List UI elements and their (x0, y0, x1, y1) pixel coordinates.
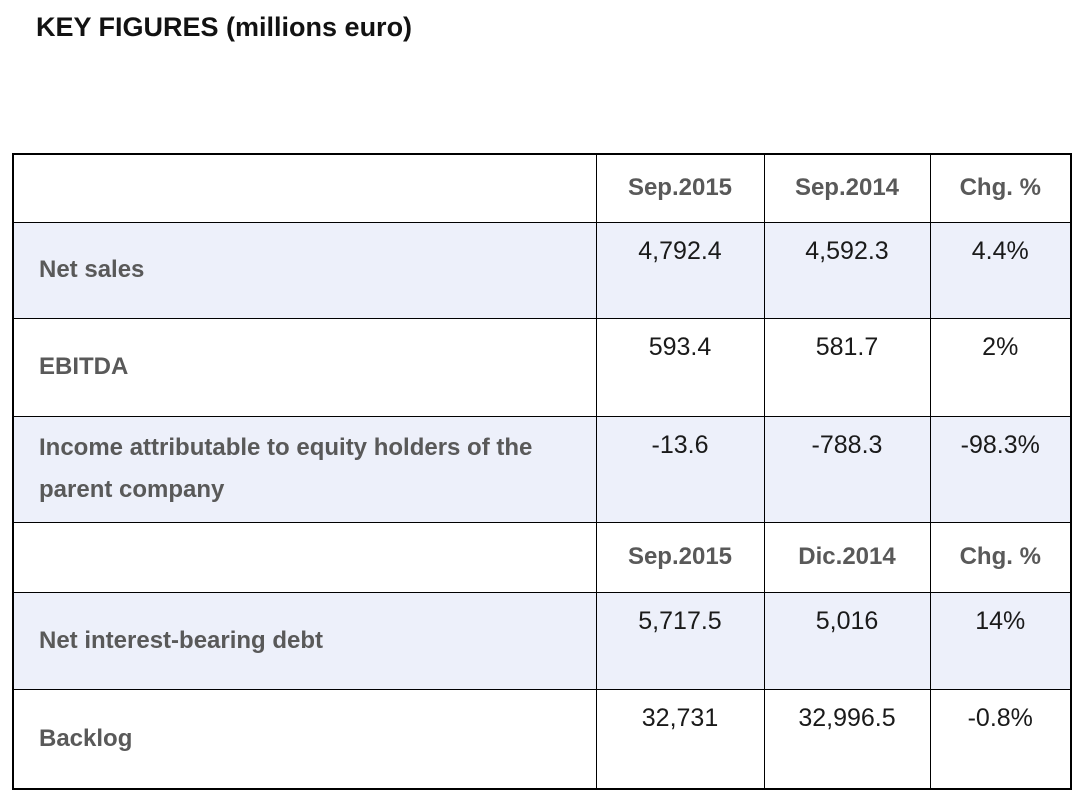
column-header-chg-pct: Chg. % (929, 153, 1072, 223)
column-header-blank (12, 521, 597, 593)
key-figures-table: Sep.2015 Sep.2014 Chg. % Net sales 4,792… (12, 153, 1072, 790)
column-header-blank (12, 153, 597, 223)
page-title: KEY FIGURES (millions euro) (36, 12, 413, 42)
row-label-net-interest-bearing-debt: Net interest-bearing debt (12, 591, 597, 690)
cell-debt-dic2014: 5,016 (763, 591, 931, 690)
cell-income-chg: -98.3% (929, 415, 1072, 523)
table-row-backlog: Backlog 32,731 32,996.5 -0.8% (12, 688, 1072, 790)
header-row-balance-sheet: Sep.2015 Dic.2014 Chg. % (12, 521, 1072, 593)
cell-backlog-dic2014: 32,996.5 (763, 688, 931, 790)
column-header-sep2014: Sep.2014 (763, 153, 931, 223)
header-row-income-statement: Sep.2015 Sep.2014 Chg. % (12, 153, 1072, 223)
table-row-net-sales: Net sales 4,792.4 4,592.3 4.4% (12, 221, 1072, 319)
column-header-sep2015: Sep.2015 (595, 521, 765, 593)
cell-ebitda-sep2015: 593.4 (595, 317, 765, 417)
column-header-dic2014: Dic.2014 (763, 521, 931, 593)
column-header-sep2015: Sep.2015 (595, 153, 765, 223)
column-header-chg-pct: Chg. % (929, 521, 1072, 593)
table-row-net-interest-bearing-debt: Net interest-bearing debt 5,717.5 5,016 … (12, 591, 1072, 690)
cell-ebitda-chg: 2% (929, 317, 1072, 417)
row-label-net-sales: Net sales (12, 221, 597, 319)
cell-net-sales-sep2015: 4,792.4 (595, 221, 765, 319)
cell-ebitda-sep2014: 581.7 (763, 317, 931, 417)
cell-debt-sep2015: 5,717.5 (595, 591, 765, 690)
table-row-income-attributable: Income attributable to equity holders of… (12, 415, 1072, 523)
cell-income-sep2014: -788.3 (763, 415, 931, 523)
row-label-income-attributable: Income attributable to equity holders of… (12, 415, 597, 523)
cell-income-sep2015: -13.6 (595, 415, 765, 523)
cell-backlog-chg: -0.8% (929, 688, 1072, 790)
cell-backlog-sep2015: 32,731 (595, 688, 765, 790)
table-row-ebitda: EBITDA 593.4 581.7 2% (12, 317, 1072, 417)
cell-debt-chg: 14% (929, 591, 1072, 690)
row-label-backlog: Backlog (12, 688, 597, 790)
cell-net-sales-sep2014: 4,592.3 (763, 221, 931, 319)
cell-net-sales-chg: 4.4% (929, 221, 1072, 319)
row-label-ebitda: EBITDA (12, 317, 597, 417)
